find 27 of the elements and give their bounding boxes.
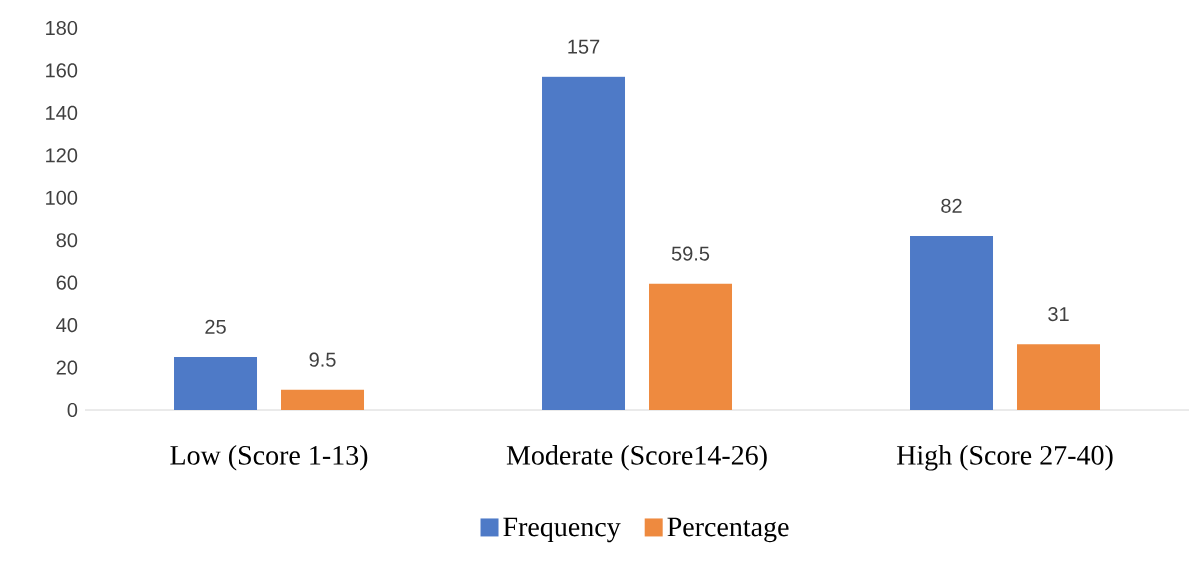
x-tick-label: Low (Score 1-13) <box>170 445 368 471</box>
y-tick-label: 40 <box>56 318 78 333</box>
bar <box>174 356 258 410</box>
bar <box>649 283 733 410</box>
bar <box>1017 344 1101 410</box>
y-tick-label: 80 <box>56 233 78 248</box>
bar <box>542 76 626 410</box>
y-tick-label: 160 <box>46 63 78 78</box>
y-tick-label: 60 <box>56 275 78 290</box>
data-label: 25 <box>205 319 226 334</box>
y-tick-label: 20 <box>56 360 78 375</box>
data-label: 157 <box>568 39 600 54</box>
data-label: 59.5 <box>671 246 710 261</box>
y-tick-label: 180 <box>46 20 78 36</box>
data-label: 9.5 <box>309 352 336 367</box>
bar <box>281 389 365 410</box>
legend-label: Percentage <box>667 517 789 543</box>
x-tick-label: High (Score 27-40) <box>896 445 1113 471</box>
y-tick-label: 0 <box>67 402 78 418</box>
y-tick-label: 100 <box>46 190 78 205</box>
bar <box>910 235 994 410</box>
x-tick-label: Moderate (Score14-26) <box>506 445 767 471</box>
y-tick-label: 120 <box>46 148 78 163</box>
data-label: 31 <box>1048 306 1069 322</box>
y-tick-label: 140 <box>46 105 78 120</box>
data-label: 82 <box>941 198 962 213</box>
legend-label: Frequency <box>503 517 621 543</box>
